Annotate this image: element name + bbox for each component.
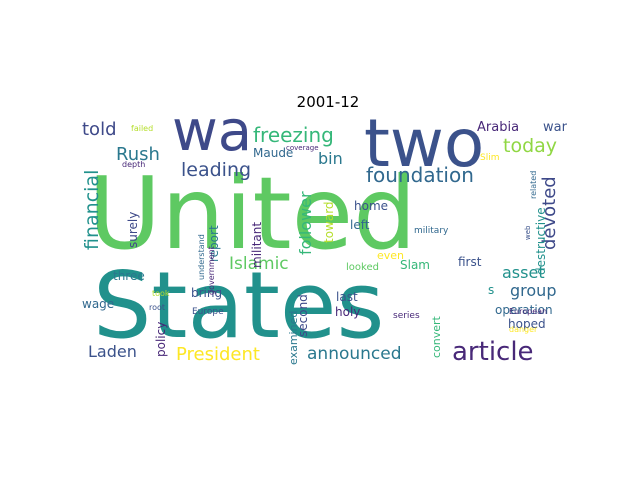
word-slam: Slam <box>400 258 430 272</box>
word-president: President <box>176 344 260 365</box>
word-government: government <box>207 246 216 295</box>
word-european: European <box>509 307 547 316</box>
word-told: told <box>82 119 117 140</box>
word-islamic: Islamic <box>229 254 289 274</box>
word-understand: understand <box>197 234 206 280</box>
word-two: two <box>364 105 484 182</box>
word-took: took <box>152 289 170 298</box>
word-examined: examined <box>287 311 300 365</box>
word-root: root <box>149 303 165 312</box>
word-foundation: foundation <box>366 163 474 187</box>
word-wa: wa <box>172 99 252 164</box>
word-first: first <box>458 255 482 269</box>
word-wage: wage <box>82 297 114 311</box>
word-arabia: Arabia <box>477 120 519 135</box>
word-s: s <box>488 283 494 297</box>
word-even: even <box>377 249 404 262</box>
word-bin: bin <box>318 149 343 168</box>
word-asset: asset <box>502 263 545 282</box>
word-failed: failed <box>131 124 153 133</box>
word-three: three <box>113 269 145 283</box>
word-today: today <box>503 135 557 157</box>
word-devoted: devoted <box>539 176 560 250</box>
word-coverage: coverage <box>286 144 319 152</box>
word-freezing: freezing <box>253 123 334 147</box>
word-announced: announced <box>307 344 402 364</box>
word-leading: leading <box>181 159 251 181</box>
word-left: left <box>350 218 370 232</box>
word-laden: Laden <box>88 342 137 361</box>
word-states: States <box>93 252 384 359</box>
word-holy: holy <box>335 305 360 319</box>
chart-title: 2001-12 <box>296 93 360 111</box>
word-home: home <box>354 199 388 213</box>
word-series: series <box>393 311 420 321</box>
word-policy: policy <box>154 322 168 357</box>
word-last: last <box>336 290 358 304</box>
word-article: article <box>452 337 534 367</box>
word-danger: danger <box>509 325 538 334</box>
word-europe: Europe <box>192 307 224 317</box>
word-surely: surely <box>126 212 140 248</box>
word-depth: depth <box>122 160 145 169</box>
word-convert: convert <box>430 315 443 358</box>
word-destructive: destructive <box>534 207 548 275</box>
word-maude: Maude <box>253 146 293 160</box>
word-military: military <box>414 226 449 236</box>
word-toward: toward <box>322 201 336 243</box>
word-war: war <box>543 120 568 135</box>
word-united: United <box>88 155 417 272</box>
word-slim: Slim <box>480 153 499 163</box>
word-bring: bring <box>191 286 222 300</box>
word-group: group <box>510 281 556 300</box>
word-follower: follower <box>296 191 315 255</box>
word-financial: financial <box>81 170 103 250</box>
word-related: related <box>529 171 538 199</box>
word-militant: militant <box>250 222 264 268</box>
word-operation: operation <box>495 303 553 317</box>
word-second: second <box>296 294 310 337</box>
word-rush: Rush <box>116 144 160 165</box>
word-looked: looked <box>346 262 379 273</box>
word-hoped: hoped <box>508 317 546 331</box>
word-report: report <box>207 225 221 262</box>
word-web: web <box>524 225 532 240</box>
